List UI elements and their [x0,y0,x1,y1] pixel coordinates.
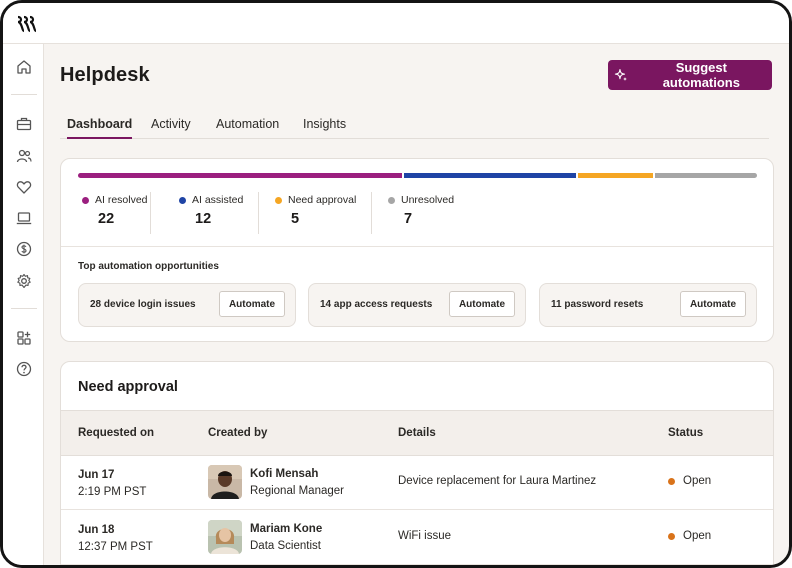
sidebar-divider [11,308,37,309]
automate-button[interactable]: Automate [219,291,285,317]
status-label: Open [683,475,712,487]
suggest-automations-label: Suggest automations [662,60,740,90]
briefcase-icon[interactable] [15,115,33,133]
opportunity-item: 14 app access requests Automate [308,283,526,327]
stat-divider [371,192,372,234]
apps-icon[interactable] [15,329,33,347]
stat-unresolved: Unresolved 7 [388,194,454,227]
status-cell: Open [668,530,711,542]
summary-card: AI resolved 22 AI assisted 12 Need appro… [60,158,774,342]
status-dot [668,477,675,485]
suggest-automations-button[interactable]: Suggest automations [608,60,772,90]
help-icon[interactable] [15,360,33,378]
tab-activity[interactable]: Activity [151,117,191,131]
stat-value: 12 [195,211,212,227]
avatar [208,465,242,499]
opportunity-label: 11 password resets [551,299,644,310]
stat-ai-resolved: AI resolved 22 [82,194,148,227]
table-header: Requested on Created by Details Status [61,410,773,456]
status-dot [668,532,675,540]
opportunity-item: 11 password resets Automate [539,283,757,327]
creator-name: Mariam Kone [250,523,323,535]
request-date: Jun 17 [78,469,115,481]
status-dot [388,196,395,204]
table-row[interactable]: Jun 17 2:19 PM PST Kofi Mensah Regional … [61,455,773,510]
stat-label: AI assisted [192,194,244,206]
creator-name: Kofi Mensah [250,468,319,480]
ai-resolved-bar [78,173,402,178]
request-time: 12:37 PM PST [78,541,153,553]
stat-label: Unresolved [401,194,455,206]
tab-insights[interactable]: Insights [303,117,347,131]
stat-need-approval: Need approval 5 [275,194,356,227]
stat-divider [150,192,151,234]
need-approval-title: Need approval [78,379,178,395]
status-dot [82,196,89,204]
page-title: Helpdesk [60,64,150,86]
heart-icon[interactable] [15,178,33,196]
stat-value: 5 [291,211,300,227]
table-row[interactable]: Jun 18 12:37 PM PST Mariam Kone Data Sci… [61,510,773,565]
laptop-icon[interactable] [15,209,33,227]
need-approval-card: Need approval Requested on Created by De… [60,361,774,565]
opportunities-title: Top automation opportunities [78,261,219,272]
request-time: 2:19 PM PST [78,486,147,498]
tab-bar: Dashboard Activity Automation Insights [60,114,769,139]
stat-divider [258,192,259,234]
creator-role: Regional Manager [250,485,344,497]
stat-label: Need approval [288,194,357,206]
gear-icon[interactable] [15,272,33,290]
sidebar-divider [11,94,37,95]
opportunity-label: 28 device login issues [90,299,196,310]
card-divider [61,246,773,247]
rippling-logo-icon [17,15,37,33]
sidebar [3,44,44,565]
sparkle-icon [614,68,628,81]
automate-button[interactable]: Automate [680,291,746,317]
column-header[interactable]: Details [398,427,436,439]
users-icon[interactable] [15,147,33,165]
need-approval-bar [578,173,653,178]
home-icon[interactable] [15,58,33,76]
creator-cell: Mariam Kone Data Scientist [250,521,322,555]
details-cell: Device replacement for Laura Martinez [398,475,597,487]
stat-ai-assisted: AI assisted 12 [179,194,243,227]
automate-button[interactable]: Automate [449,291,515,317]
requested-on-cell: Jun 17 2:19 PM PST [78,467,146,501]
stat-label: AI resolved [95,194,148,206]
requested-on-cell: Jun 18 12:37 PM PST [78,522,153,556]
creator-role: Data Scientist [250,540,321,552]
stat-value: 22 [98,211,115,227]
main-content: Helpdesk Suggest automations Dashboard A… [44,44,789,565]
request-date: Jun 18 [78,524,115,536]
ai-assisted-bar [404,173,576,178]
avatar [208,520,242,554]
status-dot [179,196,186,204]
column-header[interactable]: Requested on [78,427,155,439]
top-bar [3,3,789,44]
tab-dashboard[interactable]: Dashboard [67,117,133,139]
column-header[interactable]: Created by [208,427,268,439]
details-cell: WiFi issue [398,530,452,542]
opportunity-item: 28 device login issues Automate [78,283,296,327]
status-cell: Open [668,475,711,487]
status-dot [275,196,282,204]
unresolved-bar [655,173,757,178]
dollar-icon[interactable] [15,240,33,258]
creator-cell: Kofi Mensah Regional Manager [250,466,344,500]
column-header[interactable]: Status [668,427,704,439]
status-label: Open [683,530,712,542]
stat-value: 7 [404,211,413,227]
opportunity-label: 14 app access requests [320,299,433,310]
tab-automation[interactable]: Automation [216,117,280,131]
